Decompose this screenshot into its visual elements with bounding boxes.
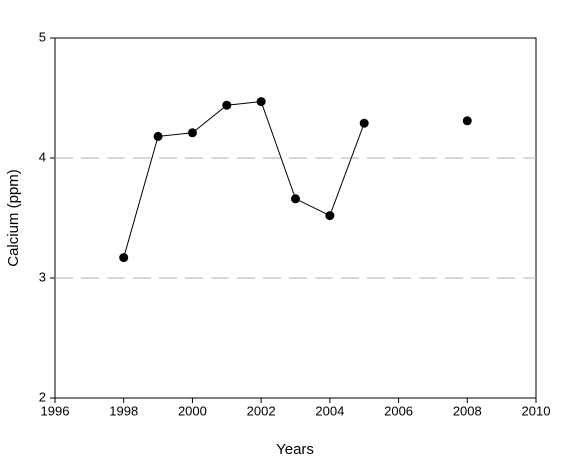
x-axis-label: Years xyxy=(276,441,314,458)
data-point xyxy=(325,211,335,221)
data-point xyxy=(359,118,369,128)
x-tick-label: 1998 xyxy=(109,403,138,418)
data-point xyxy=(187,128,197,138)
y-tick-label: 4 xyxy=(39,149,46,164)
data-line xyxy=(124,102,468,258)
x-tick-label: 2008 xyxy=(453,403,482,418)
y-tick-label: 2 xyxy=(39,389,46,404)
x-tick-label: 2002 xyxy=(247,403,276,418)
x-tick-label: 2006 xyxy=(384,403,413,418)
data-point xyxy=(291,194,300,204)
x-tick-label: 2004 xyxy=(315,403,344,418)
x-tick-label: 1996 xyxy=(41,403,70,418)
x-tick-label: 2000 xyxy=(178,403,207,418)
data-point xyxy=(153,131,163,141)
data-point xyxy=(222,100,232,110)
y-tick-label: 5 xyxy=(39,29,46,44)
data-point xyxy=(462,116,472,126)
y-tick-label: 3 xyxy=(39,269,46,284)
x-tick-label: 2010 xyxy=(522,403,551,418)
plot-frame xyxy=(54,37,537,399)
data-point xyxy=(256,97,266,107)
data-point xyxy=(119,253,129,263)
y-axis-label: Calcium (ppm) xyxy=(5,169,22,267)
